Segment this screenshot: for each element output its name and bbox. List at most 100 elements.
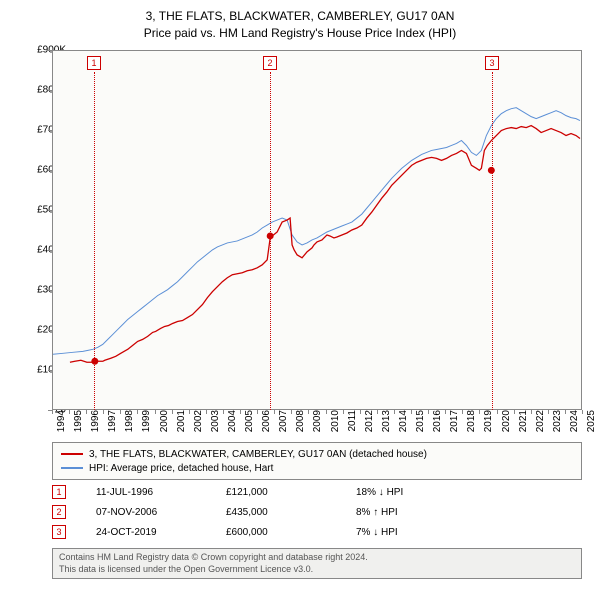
- xlabel-1996: 1996: [90, 410, 101, 440]
- trans-date-1: 11-JUL-1996: [96, 487, 226, 498]
- footer-attribution: Contains HM Land Registry data © Crown c…: [52, 548, 582, 579]
- xlabel-2021: 2021: [518, 410, 529, 440]
- legend-label-1: HPI: Average price, detached house, Hart: [89, 463, 273, 474]
- marker-vline-1: [94, 72, 95, 410]
- xlabel-2023: 2023: [552, 410, 563, 440]
- marker-vline-3: [492, 72, 493, 410]
- trans-pct-1: 18% ↓ HPI: [356, 487, 476, 498]
- xlabel-2025: 2025: [586, 410, 597, 440]
- xtick: [137, 410, 138, 414]
- series-hpi: [53, 108, 580, 355]
- xtick: [411, 410, 412, 414]
- xtick: [308, 410, 309, 414]
- trans-date-2: 07-NOV-2006: [96, 507, 226, 518]
- legend-item-1: HPI: Average price, detached house, Hart: [61, 461, 573, 475]
- xlabel-2003: 2003: [210, 410, 221, 440]
- xtick: [531, 410, 532, 414]
- plot-svg: [53, 51, 581, 409]
- xlabel-2008: 2008: [295, 410, 306, 440]
- xlabel-2016: 2016: [432, 410, 443, 440]
- legend-swatch-1: [61, 467, 83, 469]
- xtick: [274, 410, 275, 414]
- xtick: [343, 410, 344, 414]
- xlabel-1995: 1995: [73, 410, 84, 440]
- xlabel-1997: 1997: [107, 410, 118, 440]
- marker-vline-2: [270, 72, 271, 410]
- xtick: [462, 410, 463, 414]
- xtick: [326, 410, 327, 414]
- marker-box-3: 3: [485, 56, 499, 70]
- xtick: [69, 410, 70, 414]
- xtick: [240, 410, 241, 414]
- trans-price-3: £600,000: [226, 527, 356, 538]
- legend-label-0: 3, THE FLATS, BLACKWATER, CAMBERLEY, GU1…: [89, 449, 427, 460]
- transaction-row: 3 24-OCT-2019 £600,000 7% ↓ HPI: [52, 522, 582, 542]
- xlabel-2005: 2005: [244, 410, 255, 440]
- trans-marker-2: 2: [52, 505, 66, 519]
- series-property: [70, 126, 580, 363]
- footer-line-1: Contains HM Land Registry data © Crown c…: [59, 552, 575, 564]
- transactions-table: 1 11-JUL-1996 £121,000 18% ↓ HPI 2 07-NO…: [52, 482, 582, 542]
- xtick: [565, 410, 566, 414]
- xlabel-2020: 2020: [501, 410, 512, 440]
- xlabel-2010: 2010: [330, 410, 341, 440]
- trans-pct-2: 8% ↑ HPI: [356, 507, 476, 518]
- marker-box-1: 1: [87, 56, 101, 70]
- xlabel-2009: 2009: [312, 410, 323, 440]
- footer-line-2: This data is licensed under the Open Gov…: [59, 564, 575, 576]
- xtick: [445, 410, 446, 414]
- marker-box-2: 2: [263, 56, 277, 70]
- xtick: [291, 410, 292, 414]
- trans-marker-3: 3: [52, 525, 66, 539]
- xtick: [155, 410, 156, 414]
- chart-title: 3, THE FLATS, BLACKWATER, CAMBERLEY, GU1…: [0, 0, 600, 42]
- xlabel-2007: 2007: [278, 410, 289, 440]
- xtick: [86, 410, 87, 414]
- xtick: [172, 410, 173, 414]
- trans-price-2: £435,000: [226, 507, 356, 518]
- xtick: [360, 410, 361, 414]
- chart-container: 3, THE FLATS, BLACKWATER, CAMBERLEY, GU1…: [0, 0, 600, 590]
- xtick: [52, 410, 53, 414]
- xlabel-2000: 2000: [159, 410, 170, 440]
- xlabel-2015: 2015: [415, 410, 426, 440]
- xlabel-1998: 1998: [124, 410, 135, 440]
- xlabel-2019: 2019: [483, 410, 494, 440]
- xlabel-2013: 2013: [381, 410, 392, 440]
- xtick: [394, 410, 395, 414]
- xlabel-2017: 2017: [449, 410, 460, 440]
- transaction-row: 2 07-NOV-2006 £435,000 8% ↑ HPI: [52, 502, 582, 522]
- legend: 3, THE FLATS, BLACKWATER, CAMBERLEY, GU1…: [52, 442, 582, 480]
- xlabel-2001: 2001: [176, 410, 187, 440]
- title-line-1: 3, THE FLATS, BLACKWATER, CAMBERLEY, GU1…: [0, 8, 600, 25]
- trans-date-3: 24-OCT-2019: [96, 527, 226, 538]
- xtick: [103, 410, 104, 414]
- xtick: [548, 410, 549, 414]
- xtick: [223, 410, 224, 414]
- trans-price-1: £121,000: [226, 487, 356, 498]
- xtick: [428, 410, 429, 414]
- transaction-row: 1 11-JUL-1996 £121,000 18% ↓ HPI: [52, 482, 582, 502]
- xtick: [479, 410, 480, 414]
- xlabel-2012: 2012: [364, 410, 375, 440]
- xlabel-1994: 1994: [56, 410, 67, 440]
- xtick: [514, 410, 515, 414]
- xlabel-2022: 2022: [535, 410, 546, 440]
- xlabel-2014: 2014: [398, 410, 409, 440]
- xlabel-2006: 2006: [261, 410, 272, 440]
- xlabel-2018: 2018: [466, 410, 477, 440]
- trans-pct-3: 7% ↓ HPI: [356, 527, 476, 538]
- xtick: [257, 410, 258, 414]
- xtick: [497, 410, 498, 414]
- title-line-2: Price paid vs. HM Land Registry's House …: [0, 25, 600, 42]
- xlabel-2024: 2024: [569, 410, 580, 440]
- xlabel-2002: 2002: [193, 410, 204, 440]
- xtick: [377, 410, 378, 414]
- legend-item-0: 3, THE FLATS, BLACKWATER, CAMBERLEY, GU1…: [61, 447, 573, 461]
- xtick: [120, 410, 121, 414]
- legend-swatch-0: [61, 453, 83, 455]
- xlabel-2004: 2004: [227, 410, 238, 440]
- trans-marker-1: 1: [52, 485, 66, 499]
- xtick: [206, 410, 207, 414]
- plot-area: [52, 50, 582, 410]
